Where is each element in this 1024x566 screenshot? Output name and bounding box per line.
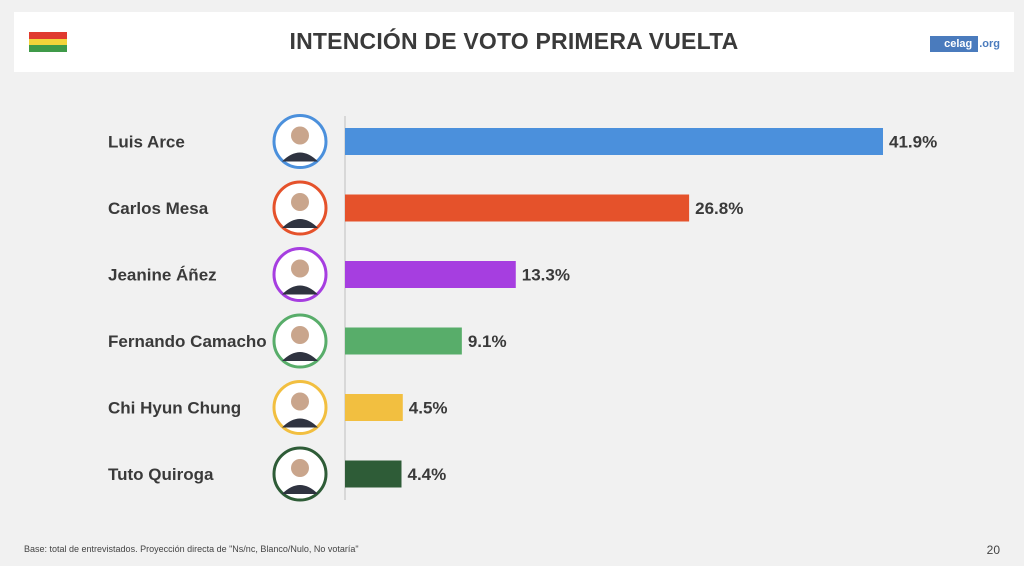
footnote: Base: total de entrevistados. Proyección… bbox=[24, 544, 359, 554]
flag-stripe-red bbox=[29, 32, 67, 39]
category-label: Luis Arce bbox=[108, 133, 185, 152]
avatar-shoulders bbox=[282, 485, 318, 494]
avatar-face bbox=[291, 126, 309, 145]
avatar-face bbox=[291, 392, 309, 411]
avatar-shoulders bbox=[282, 152, 318, 162]
avatar-face bbox=[291, 193, 309, 211]
chart-title: INTENCIÓN DE VOTO PRIMERA VUELTA bbox=[289, 28, 739, 54]
value-label: 41.9% bbox=[889, 133, 937, 152]
category-label: Jeanine Áñez bbox=[108, 266, 217, 285]
logo-ext: .org bbox=[979, 37, 1000, 50]
bar bbox=[345, 327, 462, 355]
bar bbox=[345, 460, 402, 488]
header-bar: INTENCIÓN DE VOTO PRIMERA VUELTA celag .… bbox=[14, 12, 1014, 72]
flag-stripe-yellow bbox=[29, 38, 67, 46]
avatar-shoulders bbox=[282, 418, 318, 428]
avatar-shoulders bbox=[282, 285, 318, 295]
avatar-face bbox=[291, 259, 309, 278]
value-label: 26.8% bbox=[695, 199, 743, 218]
category-label: Tuto Quiroga bbox=[108, 465, 214, 484]
avatar-shoulders bbox=[282, 352, 318, 361]
flag-stripe-green bbox=[29, 45, 67, 52]
value-label: 9.1% bbox=[468, 332, 507, 351]
celag-logo: celag .org bbox=[930, 35, 1000, 52]
bar bbox=[345, 394, 403, 421]
logo-main: celag bbox=[930, 35, 979, 52]
avatar-shoulders bbox=[282, 219, 318, 228]
bolivia-flag-icon bbox=[29, 32, 67, 52]
bar bbox=[345, 194, 690, 222]
bar bbox=[345, 128, 883, 155]
bar bbox=[345, 261, 516, 288]
value-label: 4.5% bbox=[409, 399, 448, 418]
avatar-face bbox=[291, 459, 309, 477]
page-number: 20 bbox=[986, 543, 1000, 557]
category-label: Chi Hyun Chung bbox=[108, 399, 241, 418]
value-label: 4.4% bbox=[407, 465, 446, 484]
value-label: 13.3% bbox=[522, 266, 570, 285]
category-label: Carlos Mesa bbox=[108, 199, 209, 218]
category-label: Fernando Camacho bbox=[108, 332, 267, 351]
avatar-face bbox=[291, 326, 309, 344]
